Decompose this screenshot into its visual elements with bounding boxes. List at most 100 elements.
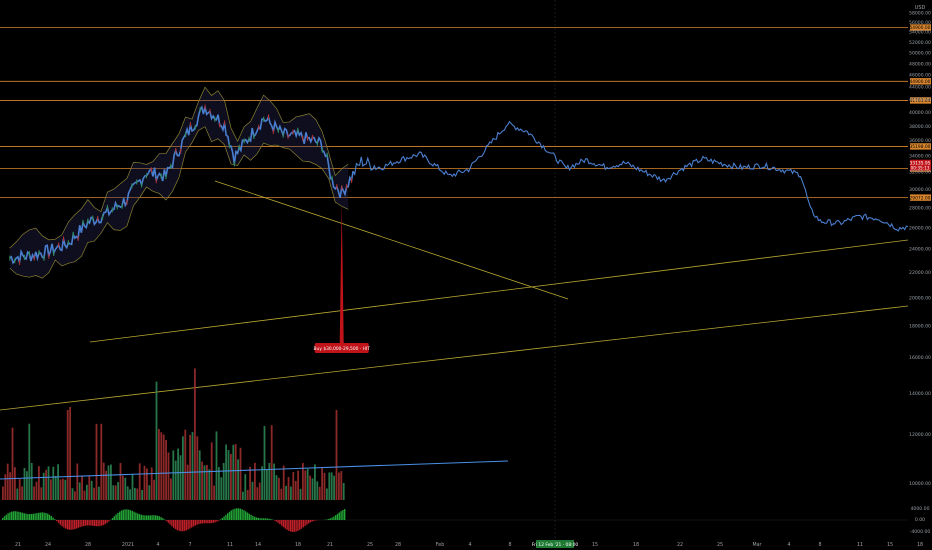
- oscillator-bar: [3, 516, 6, 520]
- volume-bar: [268, 462, 271, 500]
- volume-bar: [208, 469, 211, 500]
- volume-bar: [304, 470, 307, 500]
- volume-bar: [335, 409, 338, 500]
- volume-bar: [42, 472, 45, 500]
- annotation-label: Buy $30,000-29,500 · HIT: [314, 346, 371, 352]
- level-price-tag: [910, 78, 931, 85]
- current-price-countdown: 00:35:13: [911, 165, 930, 170]
- volume-bar: [107, 465, 110, 500]
- y-tick-label: 12000.00: [909, 432, 931, 438]
- y-tick-label: 42000.00: [909, 97, 931, 103]
- candle-body: [282, 132, 284, 138]
- oscillator-bar: [329, 518, 331, 520]
- volume-bar: [62, 478, 64, 500]
- volume-bar: [26, 471, 28, 500]
- oscillator-bar: [290, 520, 292, 532]
- oscillator-bar: [246, 512, 249, 520]
- candle-body: [160, 173, 162, 179]
- price-axis[interactable]: USD 58000.00 56000.00 54000.00 52000.00 5000…: [909, 5, 931, 487]
- candle-body: [19, 259, 21, 265]
- candle-body: [199, 107, 201, 113]
- trade-annotation[interactable]: Buy $30,000-29,500 · HIT: [314, 203, 371, 353]
- x-tick-label: 21: [327, 542, 333, 548]
- oscillator-bar: [30, 513, 33, 520]
- x-tick-label: 18: [633, 542, 639, 548]
- oscillator-bar: [122, 509, 124, 520]
- volume-bar: [76, 463, 79, 500]
- oscillator-bar: [259, 518, 261, 520]
- current-price-label: 33135.95: [910, 160, 931, 166]
- volume-bar: [52, 466, 55, 500]
- oscillator-bar: [209, 520, 211, 524]
- y-tick-label: 20000.00: [909, 295, 931, 301]
- band-lower: [9, 126, 349, 279]
- level-price-label: 54900.00: [910, 25, 931, 31]
- oscillator-bar: [200, 520, 202, 524]
- oscillator-bar: [7, 513, 9, 520]
- y-tick-label: 36000.00: [909, 138, 931, 144]
- ascending-trendline-lower[interactable]: [0, 305, 909, 411]
- candle-body: [106, 204, 108, 210]
- volume-bar: [119, 463, 122, 500]
- volume-bar: [110, 464, 112, 500]
- x-tick-label: 18: [295, 542, 301, 548]
- oscillator-bar: [83, 520, 85, 527]
- volume-bar: [4, 474, 7, 500]
- candle-body: [233, 161, 235, 167]
- oscillator-bar: [47, 513, 49, 520]
- candle-body: [9, 255, 11, 261]
- oscillator-bar: [306, 520, 308, 525]
- candle-body: [165, 174, 167, 180]
- oscillator-bar: [140, 514, 142, 520]
- oscillator-bar: [79, 520, 81, 528]
- ascending-trendline-upper[interactable]: [89, 239, 909, 343]
- candle-body: [341, 185, 343, 191]
- candle-body: [243, 138, 245, 144]
- oscillator-bar: [63, 520, 65, 528]
- band-upper: [9, 86, 349, 249]
- oscillator-bar: [176, 520, 178, 531]
- descending-trendline[interactable]: [214, 180, 569, 300]
- volume-bar: [95, 423, 98, 500]
- oscillator-bar: [311, 520, 313, 522]
- volume-bar: [98, 486, 100, 500]
- volume-bar: [90, 480, 93, 500]
- oscillator-bar: [239, 508, 241, 520]
- x-tick-label: 18: [917, 542, 923, 548]
- currency-label: USD: [915, 5, 926, 11]
- level-price-tag: [910, 97, 931, 104]
- volume-bar: [2, 486, 4, 500]
- oscillator-bar: [189, 520, 191, 529]
- volume-bar: [57, 464, 59, 500]
- oscillator-bar: [243, 510, 245, 520]
- oscillator-bar: [207, 520, 209, 524]
- oscillator-bar: [101, 520, 103, 526]
- volume-bar: [138, 463, 141, 500]
- volume-bar: [232, 444, 235, 500]
- y-tick-label: 50000.00: [909, 50, 931, 56]
- volume-bar: [316, 481, 319, 500]
- oscillator-bar: [34, 513, 36, 520]
- volume-bar: [292, 472, 295, 500]
- y-tick-label: 10000.00: [909, 481, 931, 487]
- volume-bar: [14, 467, 16, 500]
- annotation-box[interactable]: [314, 343, 369, 353]
- time-axis[interactable]: 21 24 28 2021 4 7 11 14 18 21 25 28 Feb 4 8 11 15 18 22 25 M…: [15, 542, 923, 548]
- oscillator-bar: [185, 520, 187, 531]
- volume-bar: [136, 488, 139, 500]
- volume-bar: [266, 469, 268, 500]
- y-tick-label: 54000.00: [909, 30, 931, 36]
- oscillator-bar: [29, 514, 31, 520]
- oscillator-bar: [255, 517, 258, 520]
- candle-body: [48, 253, 50, 259]
- candle-body: [248, 136, 250, 142]
- volume-bar: [194, 368, 196, 500]
- oscillator-bar: [205, 520, 207, 524]
- trendlines[interactable]: [0, 180, 909, 411]
- volume-bar: [184, 429, 187, 500]
- volume-bar: [306, 468, 309, 500]
- volume-bar: [100, 423, 103, 500]
- volume-bar: [326, 488, 328, 500]
